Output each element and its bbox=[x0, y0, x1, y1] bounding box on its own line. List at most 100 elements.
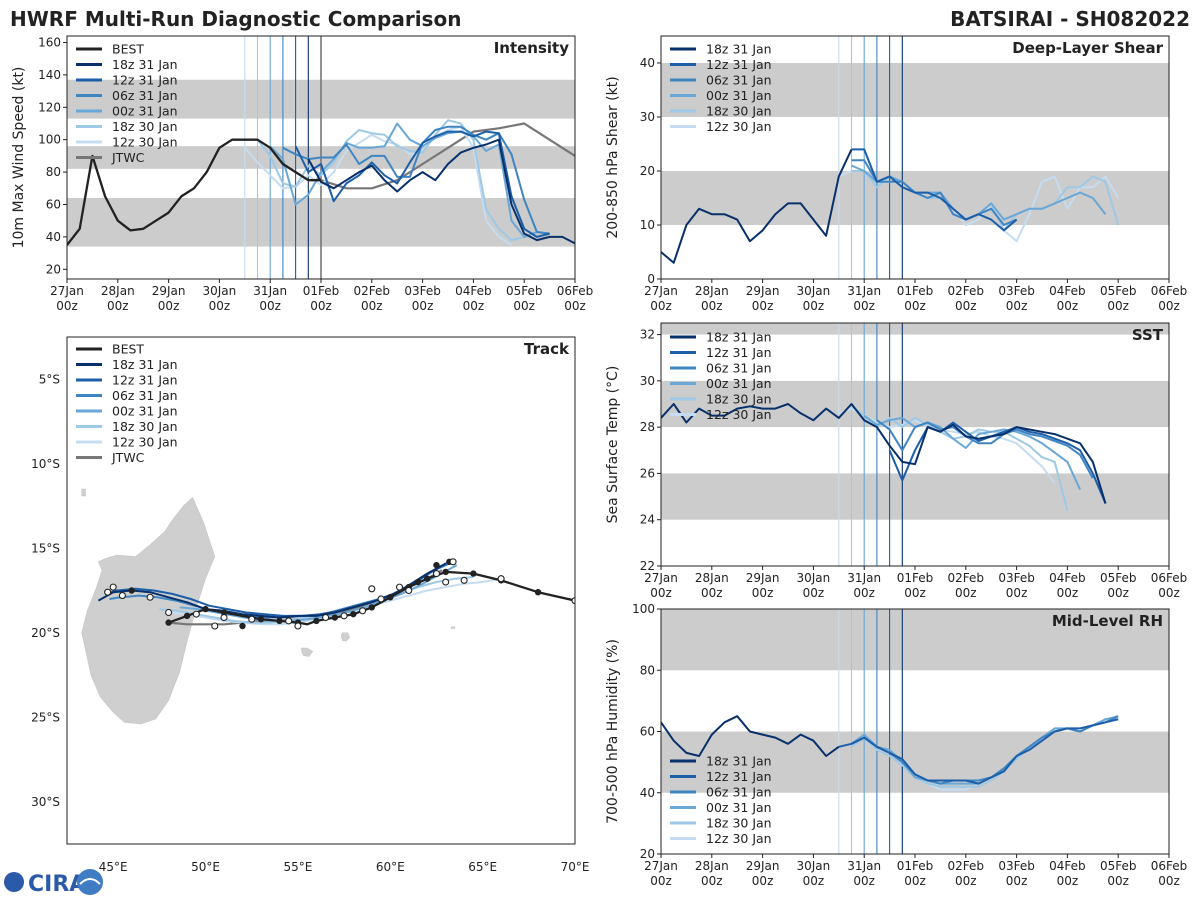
track-point-filled bbox=[470, 570, 477, 577]
track-point-filled bbox=[128, 587, 135, 594]
x-tick-hour: 00z bbox=[803, 299, 825, 313]
x-tick-date: 06Feb bbox=[1151, 859, 1188, 873]
x-tick-date: 03Feb bbox=[404, 284, 441, 298]
track-point-filled bbox=[276, 617, 283, 625]
legend-label-00z-31-jan: 00z 31 Jan bbox=[112, 404, 178, 419]
y-tick-label: 30 bbox=[640, 110, 655, 124]
lon-tick-label: 45°E bbox=[99, 860, 128, 874]
track-point-filled bbox=[534, 588, 542, 596]
x-tick-hour: 00z bbox=[650, 586, 672, 600]
y-axis-label: 700-500 hPa Humidity (%) bbox=[605, 639, 621, 824]
rh-panel: 2040608010027Jan00z28Jan00z29Jan00z30Jan… bbox=[605, 602, 1187, 888]
panel-title: Mid-Level RH bbox=[1052, 612, 1163, 630]
lat-tick-label: 5°S bbox=[39, 372, 60, 386]
x-tick-date: 27Jan bbox=[50, 284, 84, 298]
x-tick-hour: 00z bbox=[1107, 874, 1129, 888]
y-tick-label: 40 bbox=[46, 230, 61, 244]
lon-tick-label: 55°E bbox=[283, 860, 312, 874]
track-point-open bbox=[192, 610, 200, 618]
legend-label-12z-31-jan: 12z 31 Jan bbox=[112, 373, 178, 388]
y-tick-label: 0 bbox=[647, 272, 655, 286]
x-tick-hour: 00z bbox=[107, 299, 129, 313]
x-tick-date: 01Feb bbox=[897, 284, 934, 298]
track-point-open bbox=[432, 570, 441, 578]
series-line-06z-31-jan bbox=[851, 715, 1119, 785]
x-tick-date: 04Feb bbox=[1049, 859, 1086, 873]
y-tick-label: 22 bbox=[640, 559, 655, 573]
track-point-open bbox=[294, 622, 302, 630]
lat-tick-label: 25°S bbox=[31, 710, 60, 724]
track-point-filled bbox=[331, 614, 339, 621]
x-tick-hour: 00z bbox=[803, 586, 825, 600]
x-tick-date: 04Feb bbox=[455, 284, 492, 298]
series-group bbox=[661, 715, 1119, 791]
x-tick-hour: 00z bbox=[158, 299, 180, 313]
legend-label-12z-30-jan: 12z 30 Jan bbox=[112, 135, 178, 150]
x-tick-hour: 00z bbox=[904, 299, 926, 313]
x-tick-date: 01Feb bbox=[897, 859, 934, 873]
x-tick-hour: 00z bbox=[1158, 874, 1180, 888]
legend-label-12z-30-jan: 12z 30 Jan bbox=[706, 119, 772, 134]
series-line-12z-31-jan bbox=[294, 130, 550, 238]
y-tick-label: 40 bbox=[640, 56, 655, 70]
x-tick-date: 30Jan bbox=[797, 859, 831, 873]
x-tick-hour: 00z bbox=[955, 874, 977, 888]
legend-label-18z-30-jan: 18z 30 Jan bbox=[706, 104, 772, 119]
x-tick-date: 02Feb bbox=[948, 571, 985, 585]
lat-tick-label: 20°S bbox=[31, 626, 60, 640]
track-panel: 45°E 50°E 55°E 60°E 65°E 70°E 5°S 10°S 15°S 20°S 2… bbox=[31, 336, 589, 874]
series-line-12z-30-jan bbox=[244, 125, 513, 246]
legend-label-06z-31-jan: 06z 31 Jan bbox=[706, 785, 772, 800]
track-point-open bbox=[377, 595, 385, 603]
x-tick-hour: 00z bbox=[650, 299, 672, 313]
x-tick-hour: 00z bbox=[955, 299, 977, 313]
track-point-open bbox=[497, 575, 505, 583]
track-point-open bbox=[322, 613, 330, 622]
track-point-filled bbox=[220, 609, 228, 616]
series-line-12z-31-jan bbox=[851, 148, 1018, 232]
x-tick-date: 01Feb bbox=[303, 284, 340, 298]
x-tick-date: 31Jan bbox=[847, 859, 881, 873]
legend-label-12z-30-jan: 12z 30 Jan bbox=[112, 435, 178, 450]
legend-label-18z-31-jan: 18z 31 Jan bbox=[706, 42, 772, 57]
series-line-18z-31-jan bbox=[661, 715, 840, 757]
series-line-jtwc bbox=[320, 122, 575, 190]
track-point-open bbox=[248, 615, 256, 623]
x-tick-date: 27Jan bbox=[644, 859, 678, 873]
x-tick-hour: 00z bbox=[310, 299, 332, 313]
track-point-filled bbox=[368, 604, 375, 611]
x-tick-hour: 00z bbox=[1158, 299, 1180, 313]
x-tick-hour: 00z bbox=[803, 874, 825, 888]
legend-label-12z-30-jan: 12z 30 Jan bbox=[706, 831, 772, 846]
x-tick-hour: 00z bbox=[650, 874, 672, 888]
series-line-best bbox=[67, 138, 321, 246]
track-point-open bbox=[340, 612, 348, 620]
storm-id: BATSIRAI - SH082022 bbox=[950, 7, 1190, 31]
x-tick-date: 02Feb bbox=[948, 284, 985, 298]
legend-label-00z-31-jan: 00z 31 Jan bbox=[706, 376, 772, 391]
y-tick-label: 20 bbox=[46, 262, 61, 276]
x-tick-date: 28Jan bbox=[695, 859, 729, 873]
logo-globe-icon bbox=[4, 872, 24, 892]
lon-tick-label: 65°E bbox=[468, 860, 497, 874]
series-line-12z-30-jan bbox=[838, 407, 1056, 484]
legend-label-00z-31-jan: 00z 31 Jan bbox=[706, 800, 772, 815]
y-tick-label: 160 bbox=[38, 35, 61, 49]
x-tick-date: 28Jan bbox=[101, 284, 135, 298]
track-point-open bbox=[571, 597, 575, 605]
y-tick-label: 20 bbox=[640, 847, 655, 861]
x-tick-hour: 00z bbox=[361, 299, 383, 313]
x-tick-hour: 00z bbox=[752, 299, 774, 313]
x-tick-hour: 00z bbox=[904, 586, 926, 600]
lat-tick-label: 10°S bbox=[31, 457, 60, 471]
lon-tick-label: 60°E bbox=[376, 860, 405, 874]
y-tick-label: 100 bbox=[632, 602, 655, 616]
track-point-filled bbox=[414, 578, 422, 586]
logo-text: CIRA bbox=[28, 872, 86, 897]
series-line-06z-31-jan bbox=[282, 125, 550, 235]
x-tick-hour: 00z bbox=[564, 299, 586, 313]
x-tick-hour: 00z bbox=[853, 586, 875, 600]
y-tick-label: 80 bbox=[640, 663, 655, 677]
